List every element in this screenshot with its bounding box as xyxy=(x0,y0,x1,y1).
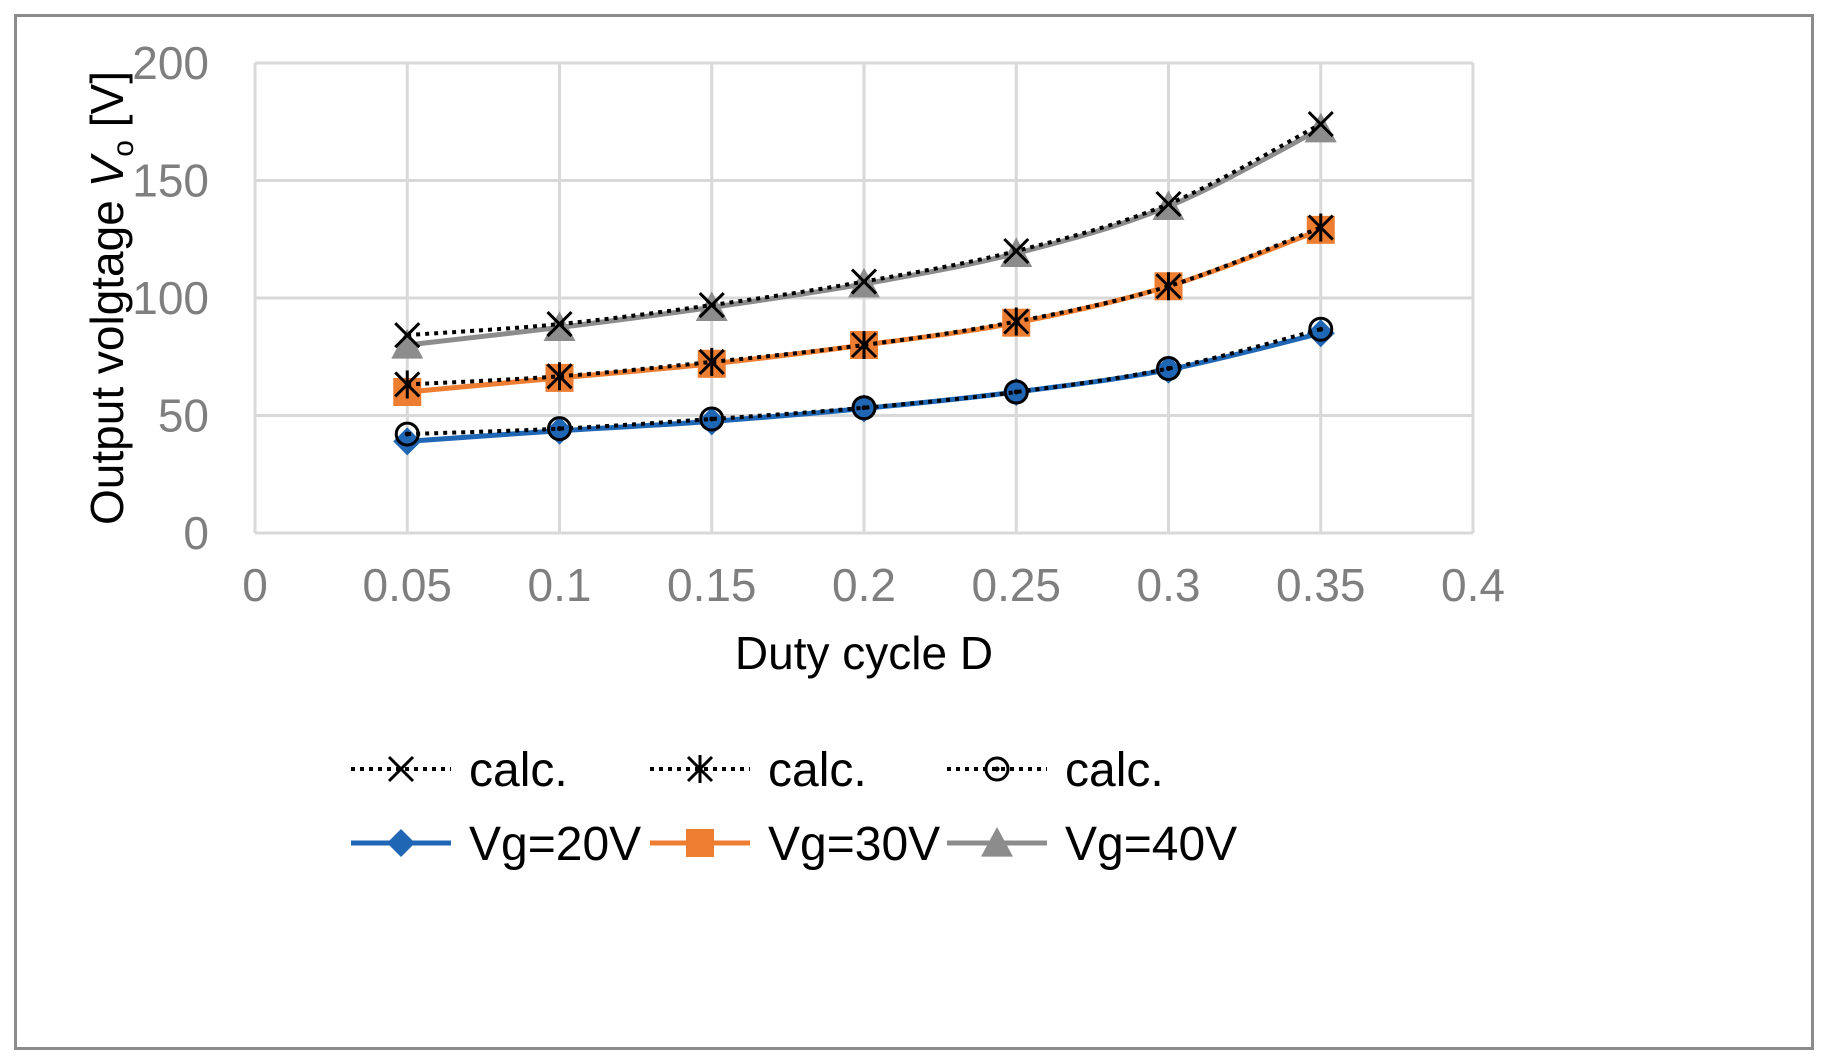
legend-label: calc. xyxy=(469,744,568,797)
x-tick-label: 0.1 xyxy=(528,559,592,611)
x-axis-title: Duty cycle D xyxy=(735,627,993,679)
axes xyxy=(253,63,1473,535)
data-point-calc40 xyxy=(698,291,725,319)
data-point-calc20 xyxy=(699,406,725,432)
data-point-calc30 xyxy=(394,370,421,399)
tick-labels: 0 0.05 0.1 0.15 0.2 0.25 0.3 0.35 0.4 0 50 100 150 20… xyxy=(132,37,1505,611)
data-point-calc20 xyxy=(1308,316,1334,342)
chart-frame: 0 0.05 0.1 0.15 0.2 0.25 0.3 0.35 0.4 0 50 100 150 20… xyxy=(14,14,1814,1050)
y-tick-label: 200 xyxy=(132,37,209,89)
data-point-calc40 xyxy=(1003,237,1030,265)
y-tick-label: 50 xyxy=(158,390,209,442)
data-point-calc20 xyxy=(1156,356,1181,381)
legend-item-calc30: calc. xyxy=(650,744,867,797)
legend-label: Vg=20V xyxy=(469,818,641,871)
data-point-calc40 xyxy=(394,322,421,349)
x-tick-label: 0 xyxy=(242,559,268,611)
x-tick-label: 0.05 xyxy=(362,559,452,611)
data-point-vg40 xyxy=(391,329,424,359)
legend-marker-vg40 xyxy=(981,827,1013,857)
gridlines xyxy=(255,61,1475,533)
legend-marker-vg20 xyxy=(387,829,415,857)
legend-marker-vg30 xyxy=(686,829,714,857)
y-tick-label: 150 xyxy=(132,155,209,207)
data-point-calc30 xyxy=(546,362,573,391)
series-calc20 xyxy=(394,316,1334,447)
data-point-calc40 xyxy=(850,268,878,295)
data-point-calc40 xyxy=(1155,190,1182,218)
data-point-calc20 xyxy=(851,395,877,421)
data-point-vg20 xyxy=(1306,319,1335,348)
y-tick-label: 0 xyxy=(183,507,209,559)
legend-item-calc20: calc. xyxy=(947,744,1164,797)
x-tick-label: 0.35 xyxy=(1276,559,1366,611)
data-point-calc30 xyxy=(1307,213,1334,242)
series-group xyxy=(391,111,1337,456)
x-tick-label: 0.4 xyxy=(1441,559,1505,611)
data-point-calc30 xyxy=(1155,272,1182,301)
y-tick-label: 100 xyxy=(132,272,209,324)
line-chart: 0 0.05 0.1 0.15 0.2 0.25 0.3 0.35 0.4 0 50 100 150 20… xyxy=(81,37,1505,871)
x-tick-label: 0.3 xyxy=(1137,559,1201,611)
y-axis-title: Output volgtage Vo [V] xyxy=(81,71,140,525)
data-point-calc40 xyxy=(1307,111,1334,138)
data-point-calc30 xyxy=(1003,307,1030,336)
series-calc30 xyxy=(394,213,1334,399)
data-point-calc20 xyxy=(547,416,572,442)
legend-item-vg40: Vg=40V xyxy=(947,818,1237,871)
legend-item-calc40: calc. xyxy=(351,744,568,797)
data-point-calc20 xyxy=(1003,379,1029,405)
legend: calc. calc. calc. Vg=20V Vg=30V Vg=40V xyxy=(351,744,1237,871)
series-calc40 xyxy=(394,111,1334,349)
x-tick-label: 0.15 xyxy=(667,559,757,611)
legend-item-vg20: Vg=20V xyxy=(351,818,641,871)
data-point-vg20 xyxy=(393,427,422,456)
legend-label: calc. xyxy=(1065,744,1164,797)
legend-marker-calc40 xyxy=(387,755,415,783)
x-tick-label: 0.25 xyxy=(971,559,1061,611)
data-point-vg40 xyxy=(1304,112,1337,143)
data-point-calc30 xyxy=(698,347,725,376)
data-point-calc20 xyxy=(394,421,420,447)
data-point-calc40 xyxy=(546,311,573,338)
data-point-calc30 xyxy=(850,331,878,359)
legend-label: calc. xyxy=(768,744,867,797)
legend-item-vg30: Vg=30V xyxy=(650,818,940,871)
legend-marker-calc20 xyxy=(984,756,1010,782)
legend-label: Vg=40V xyxy=(1065,818,1237,871)
legend-marker-calc30 xyxy=(686,755,714,783)
x-tick-label: 0.2 xyxy=(832,559,896,611)
legend-label: Vg=30V xyxy=(768,818,940,871)
